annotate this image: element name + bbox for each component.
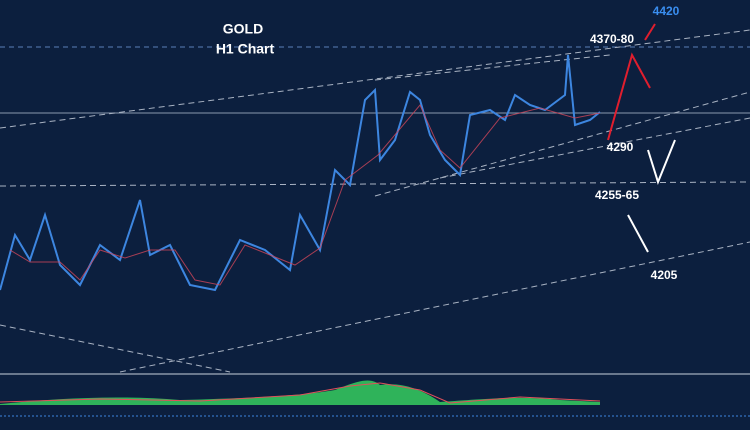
trend-lines <box>0 29 750 373</box>
arrows <box>607 23 676 253</box>
trend-line <box>0 29 750 129</box>
level-label: 4290 <box>607 140 634 154</box>
chart-title: GOLD <box>223 21 263 37</box>
price-path <box>0 54 601 292</box>
trend-line <box>119 241 750 373</box>
red-arrow <box>644 23 656 41</box>
white-arrow <box>647 139 676 185</box>
level-label: 4205 <box>651 268 678 282</box>
white-arrow <box>627 214 649 253</box>
trend-line <box>374 91 750 197</box>
trend-line <box>0 324 231 373</box>
level-line <box>0 181 750 187</box>
trend-line <box>439 117 750 179</box>
indicator-histogram <box>0 380 600 405</box>
indicator-signal <box>0 382 601 404</box>
red-arrow <box>607 52 651 141</box>
level-label: 4255-65 <box>595 188 639 202</box>
price-path-down <box>9 104 601 286</box>
chart-subtitle: H1 Chart <box>216 41 275 57</box>
level-label: 4370-80 <box>590 32 634 46</box>
level-label: 4420 <box>653 4 680 18</box>
